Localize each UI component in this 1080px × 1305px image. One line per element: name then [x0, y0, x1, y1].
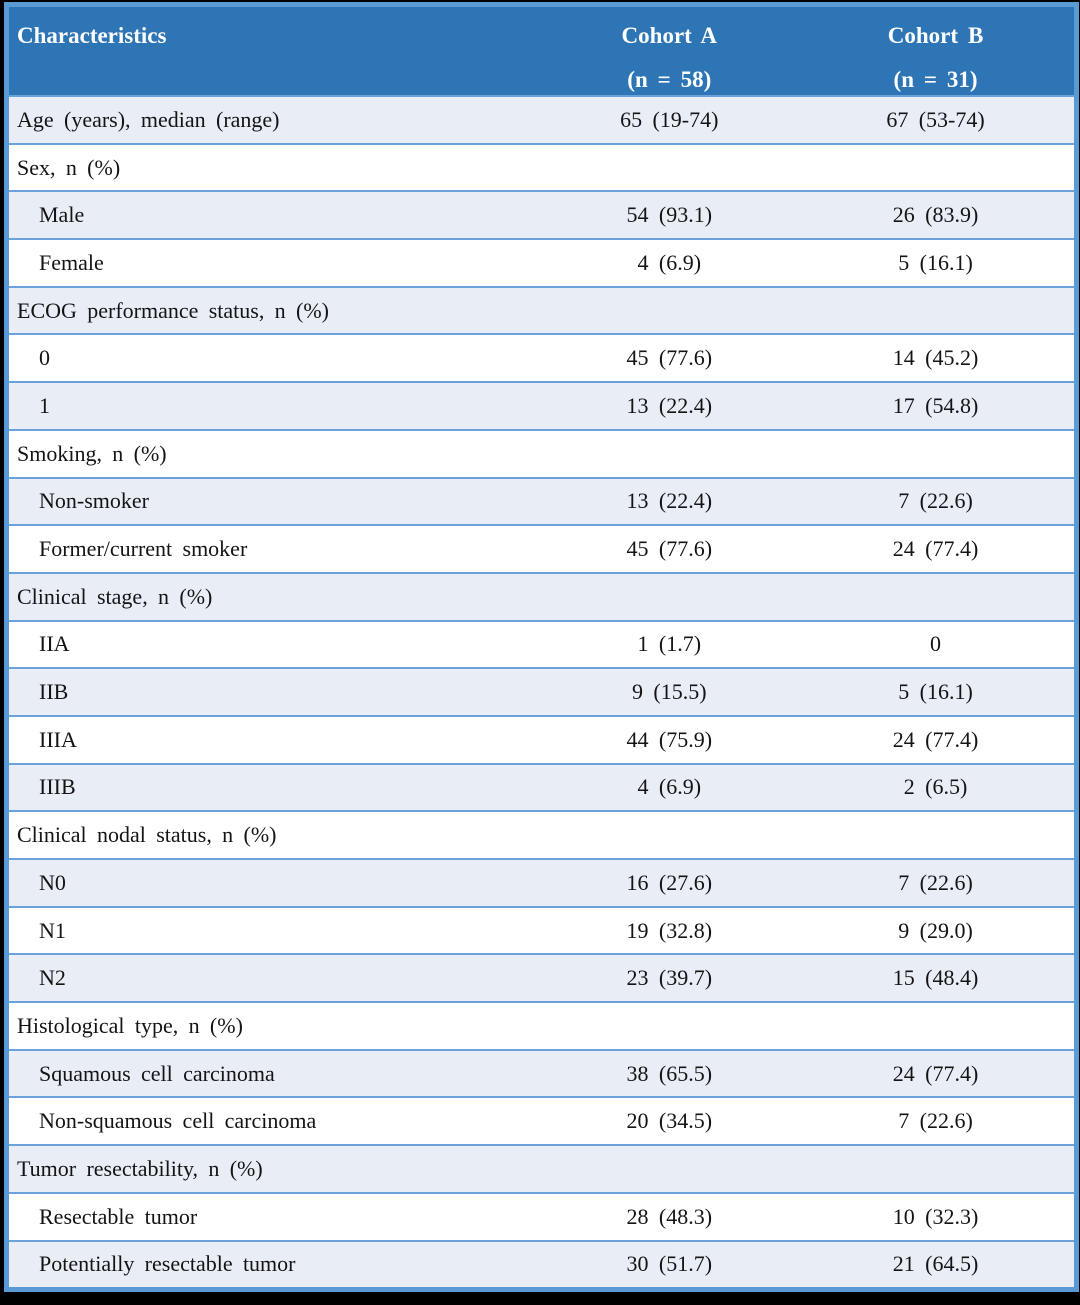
table-header-row: Characteristics Cohort A (n = 58) Cohort…	[9, 7, 1074, 95]
table-body: Age (years), median (range) 65 (19-74) 6…	[9, 95, 1074, 1288]
cohort-a-value: 54 (93.1)	[626, 202, 713, 228]
table-row: IIB 9 (15.5) 5 (16.1)	[9, 667, 1074, 715]
cohort-b-value: 15 (48.4)	[892, 965, 979, 991]
cohort-b-value: 21 (64.5)	[892, 1251, 979, 1277]
cohort-a-value: 45 (77.6)	[626, 345, 713, 371]
table-row: Smoking, n (%)	[9, 428, 1074, 477]
table-row: Male 54 (93.1) 26 (83.9)	[9, 190, 1074, 239]
row-label: Non-squamous cell carcinoma	[39, 1108, 317, 1134]
table-row: N2 23 (39.7) 15 (48.4)	[9, 953, 1074, 1002]
cohort-b-value: 9 (29.0)	[898, 917, 973, 943]
row-label: IIB	[39, 679, 69, 705]
cohort-b-value: 0	[930, 631, 942, 657]
cohort-a-value: 23 (39.7)	[626, 965, 713, 991]
cohort-b-value: 26 (83.9)	[892, 202, 979, 228]
table-row: Female 4 (6.9) 5 (16.1)	[9, 238, 1074, 286]
cohort-a-value: 4 (6.9)	[637, 774, 702, 800]
cohort-b-value: 24 (77.4)	[892, 726, 979, 752]
table-row: N0 16 (27.6) 7 (22.6)	[9, 858, 1074, 906]
cohort-b-value: 14 (45.2)	[892, 345, 979, 371]
cohort-a-header-cell: Cohort A (n = 58)	[542, 7, 798, 95]
row-label: ECOG performance status, n (%)	[17, 297, 329, 323]
table-row: N1 19 (32.8) 9 (29.0)	[9, 905, 1074, 954]
row-label: Histological type, n (%)	[17, 1012, 243, 1038]
cohort-a-header-label: Cohort A	[621, 23, 718, 48]
row-label: Age (years), median (range)	[17, 106, 280, 132]
row-label: Sex, n (%)	[17, 154, 121, 180]
row-label: IIA	[39, 631, 70, 657]
row-label: 1	[39, 392, 50, 418]
table-row: Clinical stage, n (%)	[9, 571, 1074, 620]
row-label: 0	[39, 345, 50, 371]
row-label: IIIB	[39, 774, 76, 800]
cohort-b-value: 5 (16.1)	[898, 249, 973, 275]
cohort-a-value: 28 (48.3)	[626, 1203, 713, 1229]
cohort-a-value: 65 (19-74)	[620, 106, 719, 132]
cohort-a-value: 13 (22.4)	[626, 488, 713, 514]
row-label: Smoking, n (%)	[17, 440, 167, 466]
row-label: Squamous cell carcinoma	[39, 1060, 275, 1086]
row-label: N0	[39, 869, 66, 895]
row-label: Resectable tumor	[39, 1203, 198, 1229]
cohort-a-value: 20 (34.5)	[626, 1108, 713, 1134]
table-row: IIIA 44 (75.9) 24 (77.4)	[9, 714, 1074, 763]
cohort-a-value: 16 (27.6)	[626, 869, 713, 895]
characteristics-header-label: Characteristics	[17, 23, 167, 48]
cohort-a-value: 30 (51.7)	[626, 1251, 713, 1277]
cohort-a-value: 19 (32.8)	[626, 917, 713, 943]
row-label: Clinical stage, n (%)	[17, 583, 213, 609]
row-label: IIIA	[39, 726, 77, 752]
cohort-a-value: 45 (77.6)	[626, 536, 713, 562]
cohort-b-value: 2 (6.5)	[903, 774, 968, 800]
table-row: Squamous cell carcinoma 38 (65.5) 24 (77…	[9, 1048, 1074, 1097]
table-row: 0 45 (77.6) 14 (45.2)	[9, 333, 1074, 382]
table-row: Clinical nodal status, n (%)	[9, 810, 1074, 858]
row-label: Tumor resectability, n (%)	[17, 1155, 263, 1181]
cohort-a-value: 9 (15.5)	[632, 679, 707, 705]
table-row: ECOG performance status, n (%)	[9, 285, 1074, 334]
row-label: N2	[39, 965, 66, 991]
cohort-a-value: 4 (6.9)	[637, 249, 702, 275]
table-row: Potentially resectable tumor 30 (51.7) 2…	[9, 1239, 1074, 1288]
table-row: Non-squamous cell carcinoma 20 (34.5) 7 …	[9, 1096, 1074, 1145]
cohort-b-value: 5 (16.1)	[898, 679, 973, 705]
table-row: Tumor resectability, n (%)	[9, 1144, 1074, 1192]
table-row: IIA 1 (1.7) 0	[9, 619, 1074, 668]
table-row: IIIB 4 (6.9) 2 (6.5)	[9, 762, 1074, 811]
row-label: Potentially resectable tumor	[39, 1251, 296, 1277]
row-label: N1	[39, 917, 66, 943]
cohort-b-value: 24 (77.4)	[892, 1060, 979, 1086]
cohort-b-value: 67 (53-74)	[886, 106, 985, 132]
table-row: Non-smoker 13 (22.4) 7 (22.6)	[9, 476, 1074, 525]
cohort-b-value: 7 (22.6)	[898, 869, 973, 895]
table-row: Age (years), median (range) 65 (19-74) 6…	[9, 95, 1074, 143]
cohort-b-header-cell: Cohort B (n = 31)	[797, 7, 1074, 95]
cohort-b-header-label: Cohort B	[887, 23, 984, 48]
cohort-a-value: 38 (65.5)	[626, 1060, 713, 1086]
table-row: Resectable tumor 28 (48.3) 10 (32.3)	[9, 1191, 1074, 1240]
cohort-a-sample-size: (n = 58)	[627, 67, 712, 92]
table-row: 1 13 (22.4) 17 (54.8)	[9, 381, 1074, 429]
characteristics-header-cell: Characteristics	[9, 7, 542, 95]
cohort-b-sample-size: (n = 31)	[893, 67, 978, 92]
row-label: Former/current smoker	[39, 536, 248, 562]
row-label: Male	[39, 202, 85, 228]
row-label: Non-smoker	[39, 488, 149, 514]
cohort-b-value: 7 (22.6)	[898, 1108, 973, 1134]
cohort-a-value: 13 (22.4)	[626, 392, 713, 418]
characteristics-table: Characteristics Cohort A (n = 58) Cohort…	[4, 2, 1079, 1292]
cohort-b-value: 10 (32.3)	[892, 1203, 979, 1229]
cohort-b-value: 17 (54.8)	[892, 392, 979, 418]
cohort-a-value: 44 (75.9)	[626, 726, 713, 752]
cohort-a-value: 1 (1.7)	[637, 631, 702, 657]
row-label: Female	[39, 249, 104, 275]
table-row: Former/current smoker 45 (77.6) 24 (77.4…	[9, 524, 1074, 572]
table-row: Histological type, n (%)	[9, 1001, 1074, 1049]
cohort-b-value: 24 (77.4)	[892, 536, 979, 562]
row-label: Clinical nodal status, n (%)	[17, 822, 277, 848]
table-row: Sex, n (%)	[9, 142, 1074, 191]
cohort-b-value: 7 (22.6)	[898, 488, 973, 514]
